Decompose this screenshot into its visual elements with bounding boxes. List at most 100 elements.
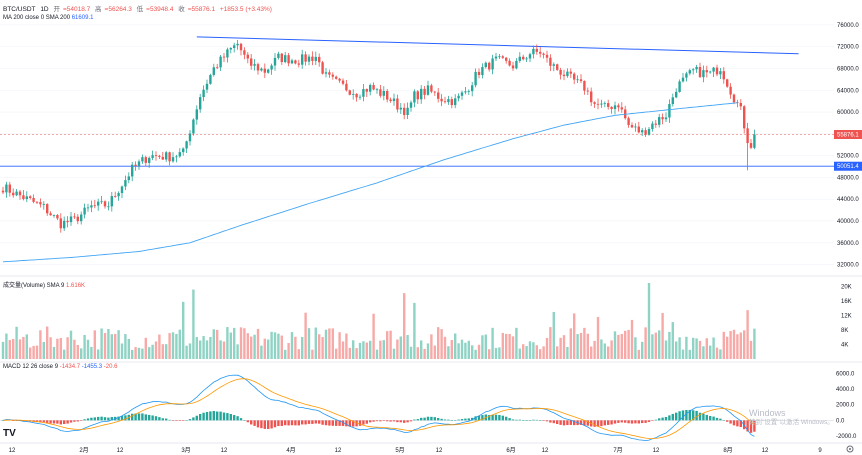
volume-bar: [515, 327, 518, 359]
volume-bar: [22, 336, 25, 359]
candle-body: [42, 204, 45, 205]
macd-histogram-bar: [702, 413, 705, 421]
macd-histogram-bar: [542, 420, 545, 421]
volume-bar: [117, 330, 120, 359]
candle-body: [681, 77, 685, 82]
volume-bar: [335, 348, 338, 359]
macd-histogram-bar: [161, 418, 164, 421]
macd-histogram-bar: [501, 415, 504, 421]
volume-bar: [114, 333, 117, 359]
macd-histogram-bar: [719, 418, 722, 421]
watermark-line2: 转到"设置"以激活 Windows。: [749, 419, 834, 426]
candle-body: [141, 157, 144, 162]
macd-histogram-bar: [433, 417, 436, 421]
candle-body: [352, 93, 355, 95]
volume-bar: [522, 344, 525, 359]
macd-histogram-bar: [729, 420, 732, 424]
candle-body: [613, 105, 617, 110]
symbol-name[interactable]: BTC/USDT: [3, 6, 36, 13]
trendline-layer[interactable]: [196, 36, 799, 55]
candle-body: [324, 72, 328, 74]
macd-histogram-bar: [321, 420, 324, 425]
interval-label[interactable]: 1D: [40, 6, 49, 13]
macd-histogram-bar: [233, 415, 236, 421]
macd-histogram-bar: [515, 419, 518, 421]
macd-histogram-bar: [535, 419, 538, 421]
macd-histogram-bar: [661, 417, 664, 421]
candle-body: [134, 164, 137, 166]
candle-body: [392, 98, 396, 102]
candle-body: [702, 70, 705, 78]
volume-bar: [535, 345, 538, 359]
macd-histogram-bar: [454, 420, 457, 421]
volume-bar: [678, 337, 681, 359]
candle-body: [664, 117, 668, 120]
volume-bar: [576, 334, 579, 359]
volume-bar: [1, 341, 5, 359]
candle-body: [409, 102, 413, 108]
macd-histogram-bar: [124, 415, 127, 421]
candle-body: [212, 67, 215, 75]
volume-bar: [49, 337, 52, 359]
macd-histogram-bar: [158, 417, 161, 421]
candle-body: [403, 107, 406, 116]
candle-body: [144, 157, 147, 163]
volume-bar: [171, 332, 175, 359]
macd-histogram-bar: [726, 420, 729, 422]
macd-histogram-bar: [620, 420, 623, 423]
macd-legend-label: MACD 12 26 close 9: [3, 364, 59, 370]
volume-bar: [175, 333, 178, 359]
candle-body: [86, 207, 90, 209]
time-tick-label: 7月: [613, 447, 622, 454]
candle-body: [355, 93, 358, 98]
macd-histogram-bar: [675, 412, 678, 421]
candle-body: [698, 66, 702, 78]
volume-bar: [647, 283, 651, 359]
tradingview-logo[interactable]: TV: [3, 428, 16, 439]
candle-body: [318, 56, 321, 63]
horizontal-line-layer[interactable]: [0, 134, 834, 167]
candle-body: [508, 60, 511, 66]
time-tick-label: 12: [221, 448, 228, 454]
volume-bar: [471, 345, 474, 359]
volume-bar: [365, 342, 368, 359]
volume-bar: [668, 331, 671, 359]
volume-bar: [144, 337, 147, 359]
close-value: =55876.1: [187, 6, 216, 13]
candle-body: [627, 118, 630, 126]
candle-body: [433, 91, 436, 93]
candle-body: [154, 155, 158, 156]
volume-bar: [76, 344, 79, 359]
macd-histogram-bar: [365, 420, 368, 424]
macd-histogram-bar: [518, 419, 521, 421]
volume-bar: [430, 334, 433, 359]
volume-bar: [630, 319, 634, 359]
candle-body: [688, 70, 691, 74]
macd-histogram-bar: [525, 420, 528, 421]
volume-bar: [35, 345, 39, 359]
candle-body: [331, 74, 334, 77]
macd-histogram-bar: [97, 416, 100, 421]
volume-bar: [233, 327, 236, 359]
settings-icon[interactable]: [846, 445, 854, 453]
candle-body: [307, 56, 311, 62]
candle-body: [69, 216, 73, 223]
macd-histogram-bar: [627, 420, 630, 424]
volume-bar: [52, 346, 56, 359]
macd-histogram-bar: [59, 420, 62, 425]
candle-body: [522, 56, 525, 60]
macd-legend[interactable]: MACD 12 26 close 9 -1434.7 -1455.3 -20.6: [3, 364, 117, 370]
volume-bar: [481, 335, 484, 359]
volume-bar: [624, 330, 627, 359]
candle-body: [399, 107, 402, 110]
macd-histogram-bar: [137, 413, 141, 421]
candle-body: [372, 85, 375, 90]
sma-legend[interactable]: MA 200 close 0 SMA 200 61609.1: [3, 15, 93, 21]
volume-bar: [59, 338, 62, 359]
volume-bar: [63, 349, 66, 359]
candle-body: [651, 123, 654, 130]
volume-legend[interactable]: 成交量(Volume) SMA 9 1.616K: [3, 280, 85, 289]
candle-body: [590, 91, 593, 103]
candle-body: [518, 56, 521, 61]
